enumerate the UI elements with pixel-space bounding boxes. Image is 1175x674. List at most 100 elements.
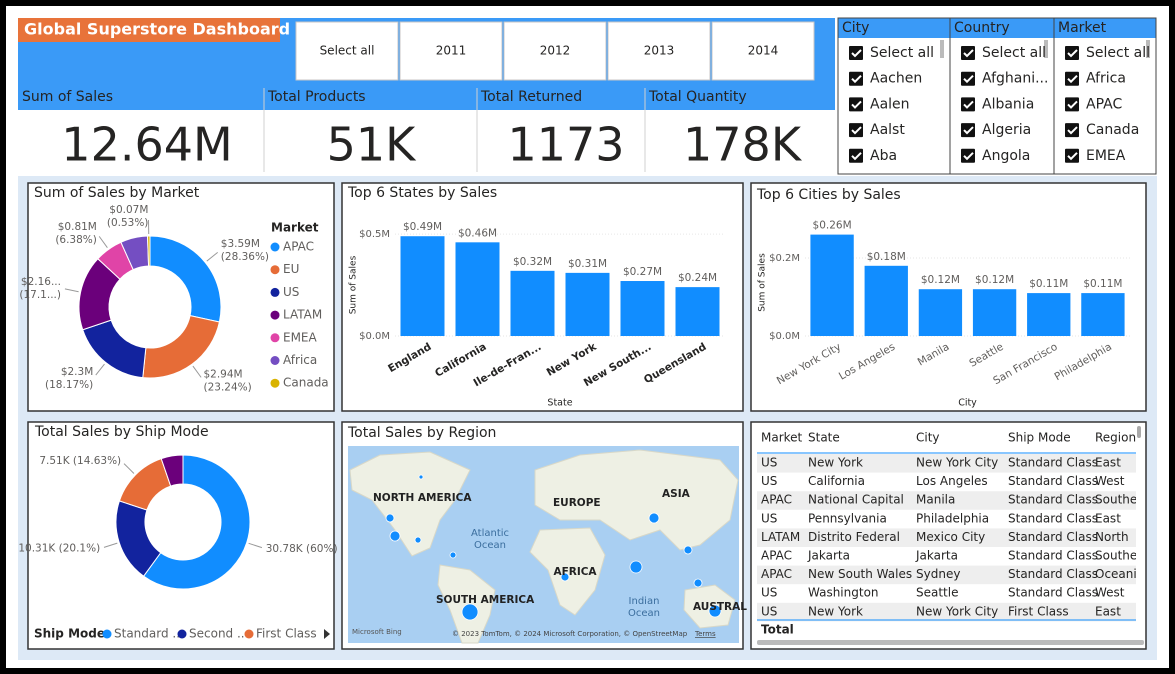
data-label: (18.17%) (45, 379, 93, 391)
checkbox[interactable] (1065, 71, 1079, 86)
map-label: EUROPE (553, 497, 601, 509)
map-bubble[interactable] (389, 530, 401, 542)
pie-slice (142, 454, 251, 590)
table-cell: Mexico City (916, 530, 985, 544)
year-button[interactable] (503, 21, 607, 81)
data-label: (6.38%) (55, 234, 97, 246)
checkbox[interactable] (1065, 97, 1079, 112)
slicer-item[interactable]: Angola (982, 148, 1030, 164)
checkbox[interactable] (961, 123, 975, 138)
leader-line (103, 542, 118, 548)
table-cell: New South Wales (808, 567, 912, 581)
map-bubble[interactable] (414, 536, 422, 544)
map-bubble[interactable] (449, 551, 457, 559)
slicer-item[interactable]: Aalen (870, 96, 910, 112)
slicer-item[interactable]: Africa (1086, 71, 1126, 87)
y-tick-label: $0.2M (769, 253, 800, 264)
table-header: City (916, 431, 940, 445)
year-label[interactable]: 2014 (748, 44, 779, 58)
slicer-item[interactable]: Select all (982, 45, 1046, 61)
map-bubble[interactable] (461, 603, 479, 621)
legend-label: LATAM (283, 308, 322, 322)
checkbox[interactable] (849, 148, 863, 163)
year-button[interactable] (295, 21, 399, 81)
table-cell: Standard Class (1008, 567, 1098, 581)
checkbox[interactable] (849, 97, 863, 112)
table-cell: LATAM (761, 530, 800, 544)
year-label[interactable]: 2012 (540, 44, 571, 58)
checkbox[interactable] (1065, 46, 1079, 60)
table-cell: Standard Class (1008, 586, 1098, 600)
x-axis-label: State (547, 398, 572, 409)
checkbox[interactable] (849, 71, 863, 86)
year-button[interactable] (607, 21, 711, 81)
table-cell: Standard Class (1008, 456, 1098, 470)
map-bubble[interactable] (708, 604, 722, 618)
checkbox[interactable] (961, 97, 975, 112)
map-bubble[interactable] (683, 545, 693, 555)
slicer-item[interactable]: Afghani... (982, 71, 1048, 87)
slicer-item[interactable]: Select all (1086, 45, 1150, 61)
checkbox[interactable] (961, 148, 975, 163)
data-label: $0.24M (678, 272, 717, 284)
bar[interactable] (1081, 293, 1125, 336)
bar[interactable] (675, 287, 720, 336)
map-terms[interactable]: Terms (694, 630, 716, 638)
slicer-item[interactable]: EMEA (1086, 148, 1126, 164)
map-bubble[interactable] (648, 512, 660, 524)
map-bubble[interactable] (560, 572, 570, 582)
slicer-item[interactable]: Aalst (870, 122, 905, 138)
slicer-item[interactable]: Canada (1086, 122, 1139, 138)
year-label[interactable]: 2013 (644, 44, 675, 58)
bar[interactable] (400, 236, 445, 336)
checkbox[interactable] (849, 46, 863, 60)
slicer-item[interactable]: Algeria (982, 122, 1031, 138)
map-bubble[interactable] (385, 513, 395, 523)
map-attribution: Microsoft Bing (352, 628, 402, 636)
leader-line (98, 236, 108, 249)
slicer-item[interactable]: APAC (1086, 96, 1122, 112)
slicer-item[interactable]: Albania (982, 96, 1034, 112)
table-row-bg (757, 454, 1136, 473)
bar[interactable] (864, 265, 908, 336)
chart-title: Total Sales by Region (347, 425, 496, 441)
year-button[interactable] (399, 21, 503, 81)
panel (27, 182, 335, 412)
table-row-bg (757, 602, 1136, 622)
checkbox[interactable] (1065, 123, 1079, 138)
data-label: (0.53%) (107, 217, 149, 229)
bar[interactable] (565, 272, 610, 336)
year-label[interactable]: Select all (320, 44, 375, 58)
table-vscroll[interactable] (1137, 426, 1141, 438)
checkbox[interactable] (961, 46, 975, 60)
table-total: Total (761, 623, 794, 637)
bar[interactable] (918, 289, 963, 336)
checkmark (1067, 100, 1078, 109)
table-cell: Distrito Federal (808, 530, 900, 544)
bar[interactable] (1027, 293, 1071, 336)
bar[interactable] (810, 234, 854, 336)
legend-label: Second ... (189, 627, 248, 641)
legend-next[interactable] (324, 629, 330, 639)
slicer-item[interactable]: Aachen (870, 71, 922, 87)
bar[interactable] (510, 270, 555, 336)
bar[interactable] (620, 281, 665, 336)
map-label: AFRICA (553, 566, 597, 578)
slicer-item[interactable]: Aba (870, 148, 897, 164)
map-bubble[interactable] (629, 560, 643, 574)
map-bubble[interactable] (418, 474, 424, 480)
table-hscroll[interactable] (757, 640, 1144, 645)
slicer-item[interactable]: Select all (870, 45, 934, 61)
year-label[interactable]: 2011 (436, 44, 467, 58)
bar[interactable] (972, 289, 1017, 336)
legend-label: Standard ... (114, 627, 184, 641)
checkbox[interactable] (961, 71, 975, 86)
checkmark (963, 100, 974, 109)
checkbox[interactable] (849, 123, 863, 138)
checkbox[interactable] (1065, 148, 1079, 163)
kpi-label: Total Returned (480, 89, 582, 105)
table-cell: New York (808, 604, 863, 618)
bar[interactable] (455, 242, 500, 336)
map-bubble[interactable] (693, 578, 703, 588)
year-button[interactable] (711, 21, 815, 81)
